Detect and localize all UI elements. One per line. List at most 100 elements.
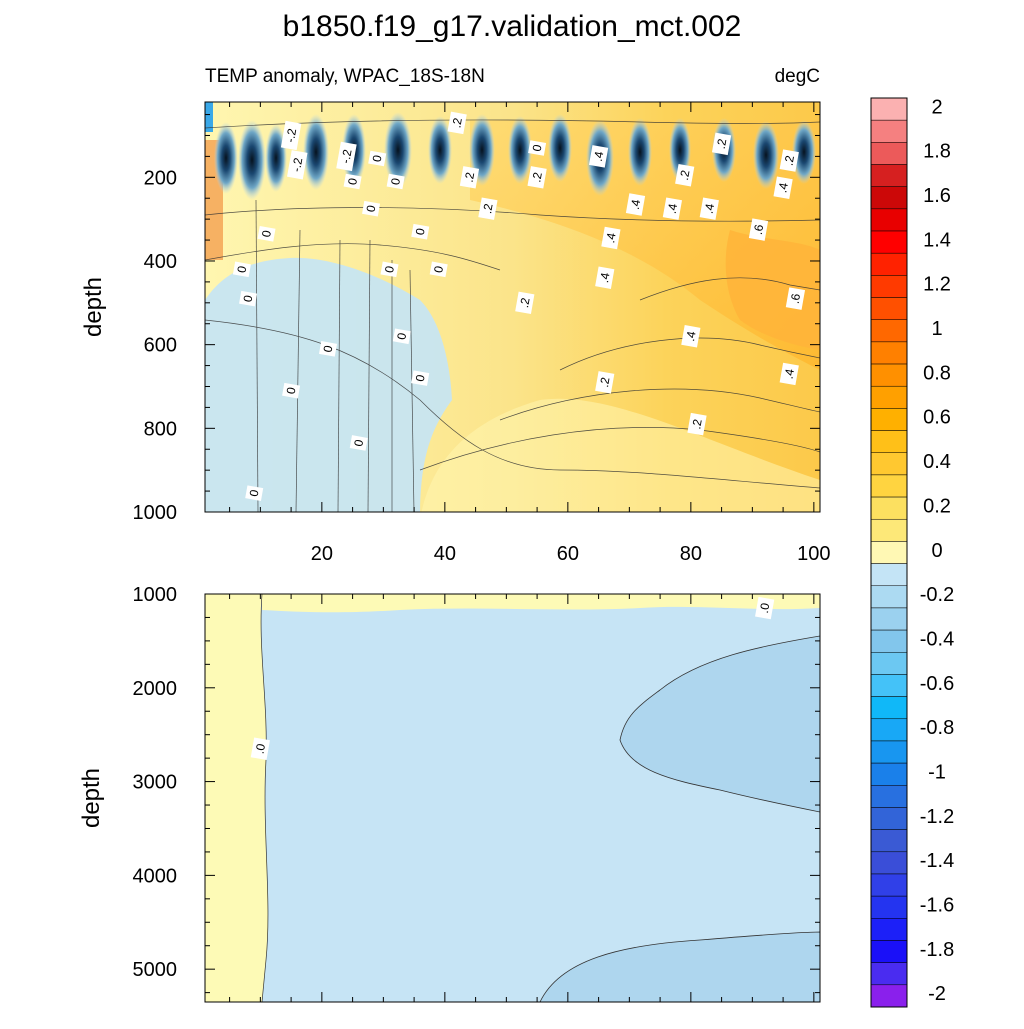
colorbar-label: -0.4 <box>920 628 954 650</box>
colorbar-label: -1 <box>928 761 946 783</box>
colorbar-label: 1.2 <box>923 274 951 296</box>
colorbar-swatch <box>870 785 908 808</box>
svg-text:.2: .2 <box>689 418 705 431</box>
svg-text:.4: .4 <box>603 232 619 245</box>
svg-text:.2: .2 <box>714 137 730 150</box>
y-tick-label: 2000 <box>133 678 178 700</box>
colorbar-swatch <box>870 918 908 941</box>
colorbar-swatch <box>870 585 908 609</box>
contour-label: .4 <box>625 193 646 216</box>
svg-text:.0: .0 <box>253 742 269 755</box>
svg-text:.2: .2 <box>781 154 797 167</box>
svg-text:.4: .4 <box>597 271 613 284</box>
svg-text:0: 0 <box>345 177 360 186</box>
y-tick-label: 5000 <box>133 959 178 981</box>
contour-label: 0 <box>257 225 276 242</box>
y-tick-label: 200 <box>144 167 177 189</box>
figure-title: b1850.f19_g17.validation_mct.002 <box>283 10 742 43</box>
colorbar-label: -1.2 <box>920 806 954 828</box>
upper-frame <box>204 101 821 513</box>
y-tick-label: 4000 <box>133 865 178 887</box>
colorbar-swatch <box>870 563 908 587</box>
contour-label: 0 <box>411 370 430 386</box>
contour-label: .4 <box>773 176 793 200</box>
y-tick-label: 600 <box>144 335 177 357</box>
contour-label: -.2 <box>287 150 308 180</box>
svg-text:0: 0 <box>370 154 385 163</box>
svg-text:0: 0 <box>413 373 428 382</box>
svg-text:0: 0 <box>388 177 403 186</box>
svg-text:0: 0 <box>351 438 366 447</box>
svg-text:.2: .2 <box>480 202 496 215</box>
contour-label: 0 <box>362 200 381 217</box>
svg-text:0: 0 <box>364 204 379 213</box>
contour-label: 0 <box>386 173 405 190</box>
upper-y-axis-label: depth <box>80 277 107 337</box>
lower-zero-contour-line <box>260 594 269 1002</box>
x-tick-label: 100 <box>797 543 830 565</box>
upper-cool-region <box>205 257 452 512</box>
svg-text:0: 0 <box>530 143 545 152</box>
colorbar-swatch <box>870 452 908 476</box>
y-tick-label: 1000 <box>133 584 178 606</box>
upper-axis-ticks: 20 40 60 80 100 200 400 600 800 1000 <box>133 102 831 565</box>
colorbar-swatch <box>870 186 908 210</box>
lower-cold-core-bottom <box>539 931 820 1002</box>
colorbar-label: -1.4 <box>920 850 954 872</box>
colorbar-swatch <box>870 363 908 387</box>
colorbar-swatch <box>870 408 908 431</box>
svg-text:-.2: -.2 <box>289 156 305 173</box>
contour-label: .4 <box>595 266 615 289</box>
colorbar-swatch <box>870 97 908 121</box>
colorbar-label: -1.8 <box>920 939 954 961</box>
svg-text:0: 0 <box>431 265 446 274</box>
x-tick-label: 40 <box>434 543 456 565</box>
contour-label: .2 <box>779 149 799 172</box>
x-tick-label: 20 <box>311 543 333 565</box>
contour-label: .2 <box>527 166 547 189</box>
x-tick-label: 60 <box>557 543 579 565</box>
svg-text:-.2: -.2 <box>338 148 354 165</box>
contour-label: .4 <box>779 362 799 386</box>
svg-text:.2: .2 <box>529 171 545 184</box>
svg-text:.4: .4 <box>591 150 607 163</box>
panel-subtitle-left: TEMP anomaly, WPAC_18S-18N <box>205 66 485 87</box>
y-tick-label: 3000 <box>133 772 178 794</box>
svg-text:.2: .2 <box>677 169 693 182</box>
contour-label: 0 <box>245 485 264 501</box>
colorbar-swatch <box>870 341 908 365</box>
svg-text:0: 0 <box>247 488 262 497</box>
contour-label: .6 <box>748 218 769 241</box>
colorbar-label: 0 <box>931 540 942 562</box>
contour-label: .0 <box>755 596 775 620</box>
lower-frame <box>204 593 821 1003</box>
colorbar-swatch <box>870 208 908 232</box>
colorbar-label: 1.4 <box>923 229 951 251</box>
contour-label: -.2 <box>336 141 357 172</box>
colorbar-swatch <box>870 119 908 143</box>
x-tick-label: 80 <box>680 543 702 565</box>
svg-text:0: 0 <box>321 344 336 353</box>
svg-text:.4: .4 <box>702 202 718 215</box>
upper-contour-labels: -.2 .2 .2 -.2 -.2 0 0 .4 .2 .2 .2 .2 0 0 .4 .4 .2 0 .4 .4 0 0… <box>232 111 806 501</box>
svg-text:.2: .2 <box>462 171 478 184</box>
colorbar-swatch <box>870 962 908 986</box>
contour-label: 0 <box>282 382 301 399</box>
contour-label: -.2 <box>280 120 302 151</box>
colorbar-label: -1.6 <box>920 894 954 916</box>
contour-label: .2 <box>687 412 707 436</box>
upper-plot-area <box>205 102 820 512</box>
colorbar-swatch <box>870 940 908 963</box>
contour-label: .4 <box>681 325 701 348</box>
contour-label: .6 <box>785 287 806 310</box>
colorbar-swatch <box>870 873 908 897</box>
contour-label: .2 <box>478 197 498 220</box>
colorbar-swatch <box>870 984 908 1008</box>
svg-text:0: 0 <box>284 386 299 395</box>
y-tick-label: 1000 <box>133 502 178 524</box>
contour-label: 0 <box>392 328 411 345</box>
colorbar-swatch <box>870 496 908 520</box>
svg-text:.4: .4 <box>683 330 699 343</box>
svg-text:.0: .0 <box>757 602 773 615</box>
